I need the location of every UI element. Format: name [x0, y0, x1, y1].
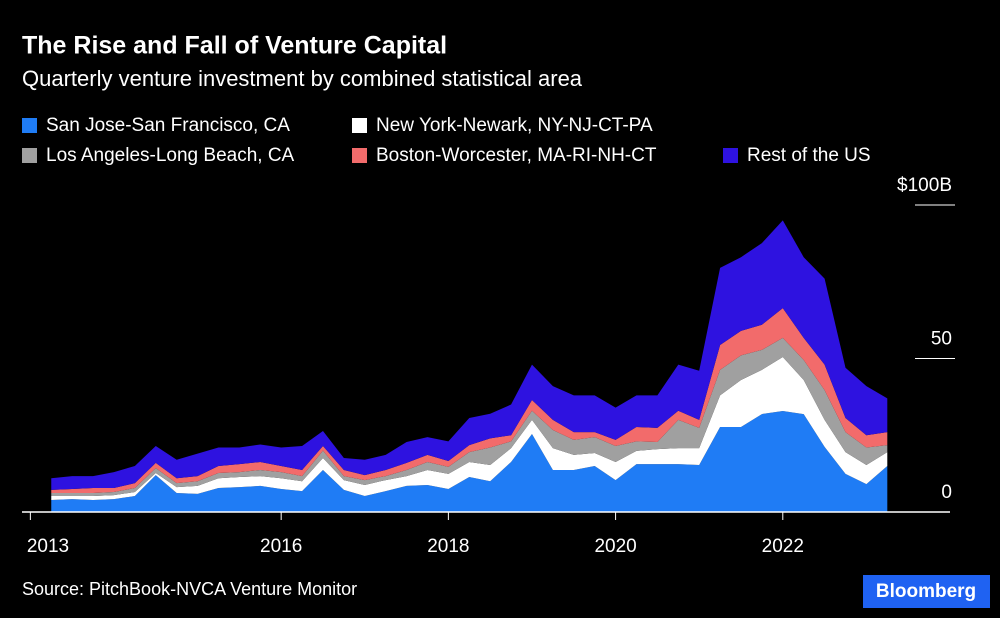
- legend-swatch: [352, 118, 367, 133]
- x-tick-label: 2020: [594, 536, 636, 557]
- legend-label: Boston-Worcester, MA-RI-NH-CT: [376, 145, 657, 166]
- x-tick-label: 2018: [427, 536, 469, 557]
- legend-label: San Jose-San Francisco, CA: [46, 115, 290, 136]
- legend-swatch: [22, 118, 37, 133]
- x-tick-label: 2022: [762, 536, 804, 557]
- x-tick-label: 2013: [27, 536, 69, 557]
- y-tick-label: 0: [941, 482, 952, 503]
- legend-swatch: [352, 148, 367, 163]
- legend-label: Rest of the US: [747, 145, 871, 166]
- brand: Bloomberg: [876, 581, 976, 602]
- legend-label: New York-Newark, NY-NJ-CT-PA: [376, 115, 653, 136]
- brand-badge: [863, 575, 990, 608]
- x-tick-label: 2016: [260, 536, 302, 557]
- legend-swatch: [723, 148, 738, 163]
- chart-subtitle: Quarterly venture investment by combined…: [22, 66, 583, 91]
- y-tick-label: $100B: [897, 175, 952, 196]
- area: [51, 410, 888, 512]
- legend-swatch: [22, 148, 37, 163]
- area: [51, 356, 888, 501]
- legend-label: Los Angeles-Long Beach, CA: [46, 145, 295, 166]
- source: Source: PitchBook-NVCA Venture Monitor: [22, 579, 357, 599]
- area: [51, 220, 888, 490]
- chart-title: The Rise and Fall of Venture Capital: [22, 32, 447, 60]
- y-tick-label: 50: [931, 329, 952, 350]
